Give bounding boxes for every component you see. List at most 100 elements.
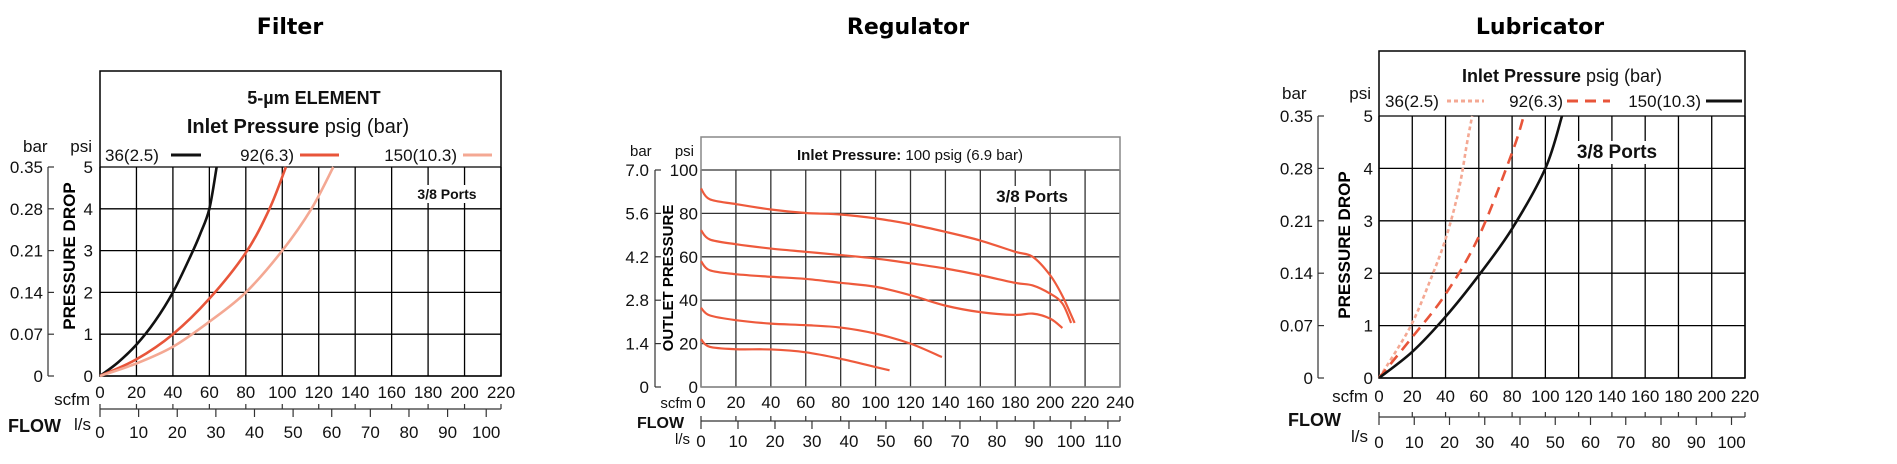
x2-tick-label: 90 <box>438 423 457 442</box>
x-tick-label: 200 <box>450 383 478 402</box>
y2-tick-label: 0.35 <box>10 158 43 177</box>
x-axis-title: FLOW <box>1288 410 1341 430</box>
y-axis-title: PRESSURE DROP <box>60 182 79 329</box>
x-axis-title: FLOW <box>8 416 61 436</box>
series-line-1 <box>1377 115 1525 379</box>
x-unit-label: scfm <box>660 395 692 412</box>
y-tick-label: 1 <box>1364 317 1373 336</box>
legend-title-bold: Inlet Pressure <box>1462 66 1581 86</box>
x2-tick-label: 0 <box>1374 433 1383 452</box>
lubricator-chart: Lubricator Inlet Pressure psig (bar) 36(… <box>1282 15 1742 446</box>
annotation-label: 3/8 Ports <box>996 187 1068 206</box>
x-tick-label: 100 <box>1531 387 1559 406</box>
x-axis-title: FLOW <box>637 415 685 432</box>
y-tick-label: 20 <box>679 335 698 354</box>
x-tick-label: 40 <box>761 393 780 412</box>
series-line-2 <box>99 166 335 378</box>
y2-tick-label: 0.28 <box>1280 159 1313 178</box>
legend-label: 92(6.3) <box>1509 92 1563 111</box>
chart-title: Regulator <box>847 15 969 40</box>
x2-tick-label: 20 <box>1440 433 1459 452</box>
legend-label: 150(10.3) <box>1628 92 1701 111</box>
x-tick-label: 220 <box>1731 387 1759 406</box>
x2-tick-label: 70 <box>1616 433 1635 452</box>
y2-tick-label: 7.0 <box>625 161 649 180</box>
y2-tick-label: 1.4 <box>625 335 649 354</box>
x2-tick-label: 50 <box>284 423 303 442</box>
legend-title: Inlet Pressure psig (bar) <box>1462 66 1662 86</box>
x2-tick-label: 90 <box>1687 433 1706 452</box>
x2-tick-label: 80 <box>400 423 419 442</box>
x-tick-label: 160 <box>377 383 405 402</box>
y-tick-label: 80 <box>679 204 698 223</box>
x-tick-label: 120 <box>305 383 333 402</box>
y-tick-label: 0 <box>1364 369 1373 388</box>
y2-tick-label: 5.6 <box>625 204 649 223</box>
x2-tick-label: 10 <box>729 432 748 451</box>
x2-unit-label: l/s <box>675 431 690 448</box>
x-tick-label: 180 <box>1001 393 1029 412</box>
x-tick-label: 120 <box>896 393 924 412</box>
x2-tick-label: 10 <box>1405 433 1424 452</box>
x2-tick-label: 20 <box>766 432 785 451</box>
x-tick-label: 60 <box>200 383 219 402</box>
y-unit-label: psi <box>675 143 694 160</box>
x-tick-label: 100 <box>861 393 889 412</box>
y-tick-label: 60 <box>679 248 698 267</box>
y-tick-label: 3 <box>1364 212 1373 231</box>
x-tick-label: 20 <box>1403 387 1422 406</box>
x-tick-label: 180 <box>1664 387 1692 406</box>
y2-tick-label: 0.21 <box>10 242 43 261</box>
x2-tick-label: 70 <box>361 423 380 442</box>
x-tick-label: 120 <box>1564 387 1592 406</box>
y2-unit-label: bar <box>1282 84 1307 103</box>
y2-unit-label: bar <box>23 137 48 156</box>
chart-subtitle: 5-µm ELEMENT <box>247 88 380 108</box>
annotation-background <box>1572 141 1662 164</box>
regulator-chart: Regulator Inlet Pressure: 100 psig (6.9 … <box>630 15 1023 448</box>
x-tick-label: 0 <box>696 393 705 412</box>
y-unit-label: psi <box>70 137 92 156</box>
x-tick-label: 80 <box>831 393 850 412</box>
y-tick-label: 5 <box>1364 107 1373 126</box>
series-line-1 <box>99 166 288 378</box>
x-tick-label: 140 <box>341 383 369 402</box>
x-tick-label: 140 <box>931 393 959 412</box>
x-tick-label: 160 <box>1631 387 1659 406</box>
series-line-0 <box>700 187 1076 324</box>
chart-title: Lubricator <box>1476 15 1604 40</box>
x2-tick-label: 0 <box>696 432 705 451</box>
x-unit-label: scfm <box>1332 387 1368 406</box>
y-tick-label: 1 <box>84 325 93 344</box>
x-tick-label: 20 <box>726 393 745 412</box>
x-tick-label: 220 <box>487 383 515 402</box>
y2-tick-label: 0.35 <box>1280 107 1313 126</box>
y2-tick-label: 0.14 <box>10 283 43 302</box>
x2-tick-label: 30 <box>803 432 822 451</box>
y-tick-label: 0 <box>84 367 93 386</box>
y2-tick-label: 0.07 <box>10 325 43 344</box>
y2-tick-label: 2.8 <box>625 291 649 310</box>
legend-title: Inlet Pressure psig (bar) <box>187 116 409 138</box>
legend-label: 92(6.3) <box>240 146 294 165</box>
x2-tick-label: 20 <box>168 423 187 442</box>
legend-title: Inlet Pressure: 100 psig (6.9 bar) <box>797 147 1023 164</box>
x2-tick-label: 60 <box>322 423 341 442</box>
x-tick-label: 180 <box>414 383 442 402</box>
x-tick-label: 0 <box>1374 387 1383 406</box>
y2-tick-label: 0.14 <box>1280 264 1313 283</box>
x2-tick-label: 40 <box>1511 433 1530 452</box>
x-tick-label: 60 <box>1469 387 1488 406</box>
x-tick-label: 80 <box>236 383 255 402</box>
x2-tick-label: 50 <box>1546 433 1565 452</box>
x2-tick-label: 60 <box>913 432 932 451</box>
y2-tick-label: 0.21 <box>1280 212 1313 231</box>
x-tick-label: 20 <box>127 383 146 402</box>
x2-tick-label: 100 <box>1057 432 1085 451</box>
x2-tick-label: 60 <box>1581 433 1600 452</box>
x2-tick-label: 110 <box>1094 432 1121 451</box>
